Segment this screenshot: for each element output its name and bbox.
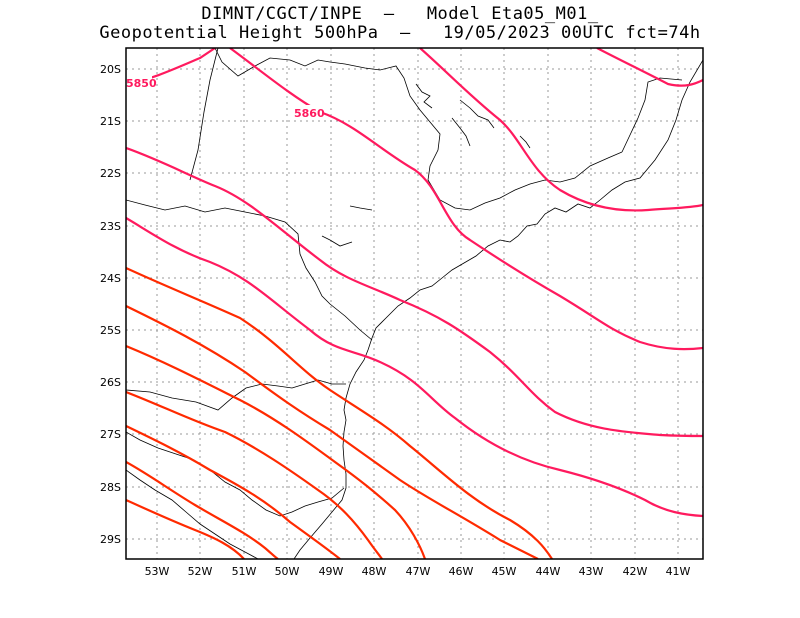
lat-label: 29S <box>100 533 121 546</box>
lat-label: 23S <box>100 220 121 233</box>
lat-label: 28S <box>100 481 121 494</box>
lon-label: 45W <box>492 565 517 578</box>
title-line-2: Geopotential Height 500hPa – 19/05/2023 … <box>99 23 701 43</box>
lat-label: 27S <box>100 428 121 441</box>
border-west <box>189 48 219 181</box>
lon-label: 48W <box>362 565 387 578</box>
lon-label: 53W <box>145 565 170 578</box>
lon-label: 49W <box>319 565 344 578</box>
border-mg-es <box>621 77 683 153</box>
coastline <box>293 59 703 559</box>
contour-line <box>126 425 341 559</box>
lat-label: 22S <box>100 167 121 180</box>
grid-lines <box>126 48 703 559</box>
contour-line <box>126 267 553 559</box>
lon-label: 51W <box>232 565 257 578</box>
lat-label: 26S <box>100 376 121 389</box>
contour-label-5850: 5850 <box>126 77 157 90</box>
latitude-labels: 20S 21S 22S 23S 24S 25S 26S 27S 28S 29S <box>100 63 121 546</box>
map-frame <box>125 47 704 560</box>
contour-line <box>229 48 703 351</box>
reservoir-1 <box>415 83 433 109</box>
lon-label: 46W <box>449 565 474 578</box>
contour-line <box>126 390 383 559</box>
border-sc-rs <box>126 431 345 517</box>
contour-label-5860: 5860 <box>294 107 325 120</box>
contour-line <box>126 461 279 559</box>
contour-line <box>419 48 703 212</box>
reservoir-3 <box>451 117 471 147</box>
reservoir-4 <box>519 135 531 149</box>
longitude-labels: 53W 52W 51W 50W 49W 48W 47W 46W 45W 44W 43W 42W 41W <box>145 565 691 578</box>
lon-label: 41W <box>666 565 691 578</box>
border-rs-west <box>126 469 259 559</box>
contours-magenta <box>126 48 703 518</box>
lon-label: 52W <box>188 565 213 578</box>
reservoir-5 <box>349 205 373 211</box>
contour-line <box>126 146 703 438</box>
border-sp-pr <box>126 199 373 341</box>
lon-label: 47W <box>406 565 431 578</box>
lat-label: 20S <box>100 63 121 76</box>
lat-label: 24S <box>100 272 121 285</box>
lon-label: 42W <box>623 565 648 578</box>
contour-line <box>596 48 703 87</box>
coastline-and-borders <box>126 48 703 559</box>
title-line-1: DIMNT/CGCT/INPE – Model Eta05_M01_ <box>201 4 599 24</box>
reservoir-2 <box>459 99 495 129</box>
contour-line <box>126 305 539 559</box>
lon-label: 44W <box>536 565 561 578</box>
lon-label: 50W <box>275 565 300 578</box>
contour-line <box>126 344 427 559</box>
contour-labels: 5850 5860 <box>124 76 325 120</box>
lat-label: 25S <box>100 324 121 337</box>
lon-label: 43W <box>579 565 604 578</box>
border-mg-rj <box>427 151 623 211</box>
contours-red <box>126 267 553 559</box>
contour-line <box>126 217 703 518</box>
lat-label: 21S <box>100 115 121 128</box>
reservoir-6 <box>321 235 353 247</box>
contour-line <box>126 498 245 559</box>
border-mg-sp <box>214 48 441 181</box>
